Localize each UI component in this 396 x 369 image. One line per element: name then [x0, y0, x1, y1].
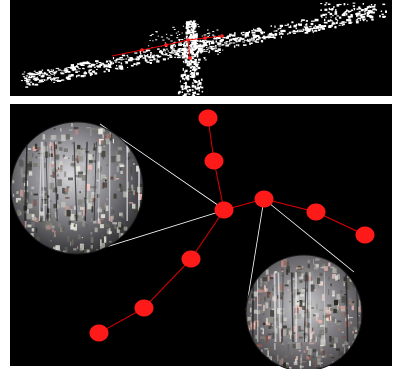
- graph-node: [89, 324, 109, 342]
- map-point-cloud: [20, 2, 387, 99]
- graph-node: [355, 226, 375, 244]
- graph-node: [306, 203, 326, 221]
- left-panorama-callout-lower: [86, 209, 226, 254]
- graph-node: [181, 250, 201, 268]
- panel-divider: [10, 96, 392, 104]
- graph-node: [204, 152, 224, 170]
- right-panorama: [245, 254, 363, 369]
- right-panorama-callout-left: [245, 198, 265, 311]
- graph-edge: [190, 209, 225, 260]
- map-trajectory-node: [164, 43, 168, 47]
- left-panorama: [10, 121, 144, 255]
- right-panorama-callout-right: [263, 198, 355, 273]
- map-trajectory-node: [186, 38, 190, 42]
- point-cloud-map: [20, 2, 387, 99]
- pose-graph-panel: [10, 109, 375, 369]
- map-trajectory-node: [140, 48, 144, 52]
- map-trajectory-node: [203, 36, 207, 40]
- graph-node: [214, 201, 234, 219]
- graph-edge: [143, 258, 192, 309]
- map-trajectory: [111, 35, 223, 57]
- graph-node: [198, 109, 218, 127]
- map-trajectory-node: [188, 56, 192, 60]
- graph-node: [254, 190, 274, 208]
- pose-graph-nodes: [89, 109, 375, 342]
- map-trajectory-branch: [187, 39, 191, 59]
- map-trajectory-node: [220, 34, 224, 38]
- graph-node: [134, 299, 154, 317]
